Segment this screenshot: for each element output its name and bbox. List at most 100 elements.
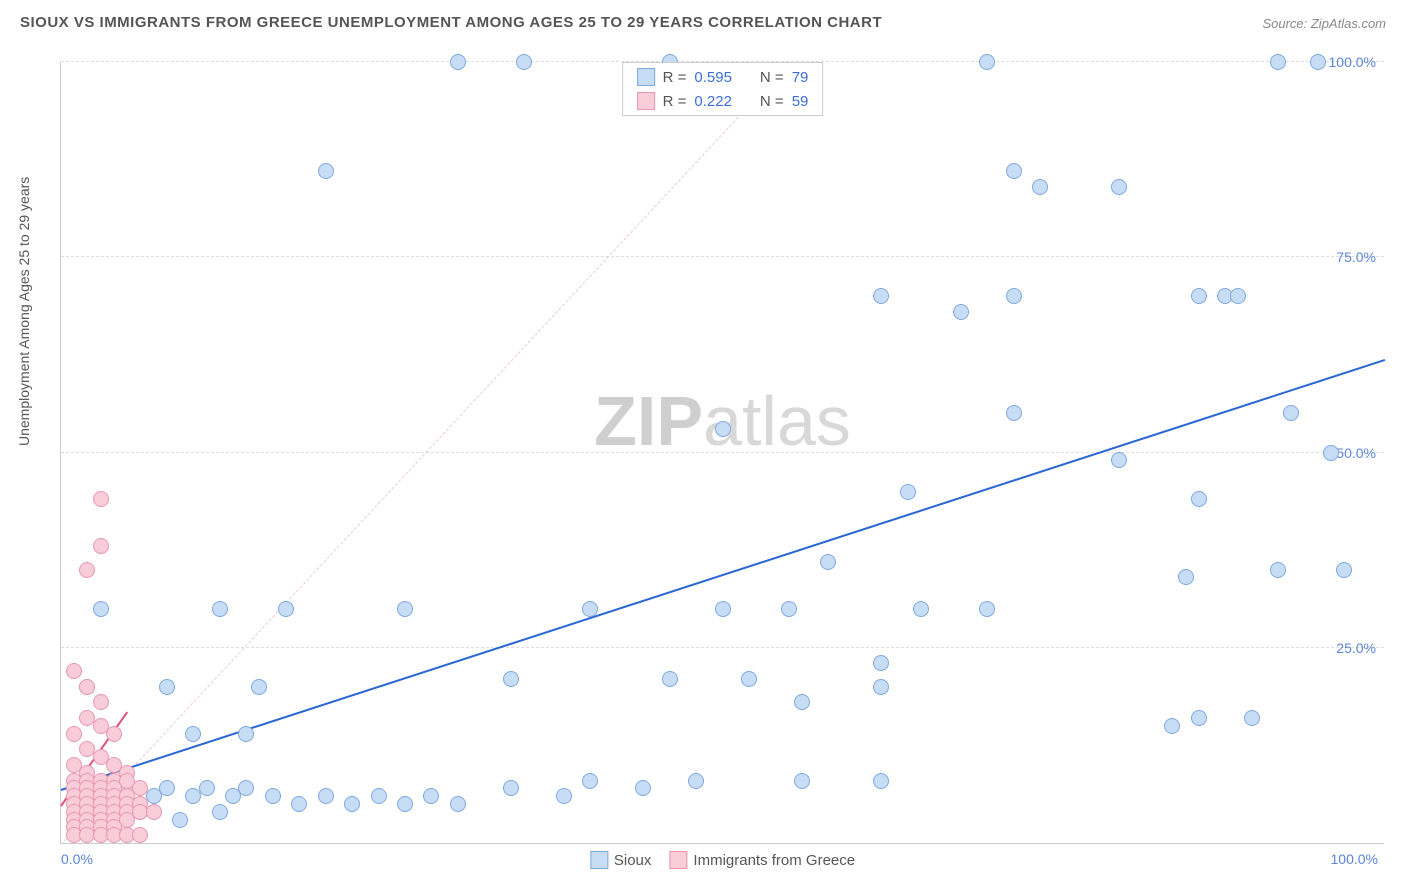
swatch-greece xyxy=(669,851,687,869)
n-label: N = xyxy=(760,93,784,110)
data-point xyxy=(688,773,704,789)
data-point xyxy=(1111,179,1127,195)
correlation-row-sioux: R = 0.595 N = 79 xyxy=(623,65,823,89)
data-point xyxy=(556,788,572,804)
data-point xyxy=(873,679,889,695)
data-point xyxy=(979,54,995,70)
data-point xyxy=(953,304,969,320)
data-point xyxy=(132,827,148,843)
gridline xyxy=(61,647,1384,648)
data-point xyxy=(79,679,95,695)
data-point xyxy=(1164,718,1180,734)
data-point xyxy=(93,491,109,507)
data-point xyxy=(238,780,254,796)
data-point xyxy=(1230,288,1246,304)
data-point xyxy=(582,773,598,789)
reference-line xyxy=(61,62,790,845)
swatch-sioux xyxy=(637,68,655,86)
data-point xyxy=(423,788,439,804)
r-value-sioux: 0.595 xyxy=(694,69,732,86)
data-point xyxy=(1244,710,1260,726)
data-point xyxy=(251,679,267,695)
data-point xyxy=(238,726,254,742)
data-point xyxy=(662,671,678,687)
data-point xyxy=(503,780,519,796)
data-point xyxy=(794,773,810,789)
gridline xyxy=(61,452,1384,453)
data-point xyxy=(146,804,162,820)
data-point xyxy=(913,601,929,617)
y-tick: 75.0% xyxy=(1336,249,1376,265)
y-tick: 100.0% xyxy=(1329,54,1376,70)
y-tick: 25.0% xyxy=(1336,640,1376,656)
n-value-greece: 59 xyxy=(792,93,809,110)
data-point xyxy=(172,812,188,828)
data-point xyxy=(900,484,916,500)
data-point xyxy=(741,671,757,687)
r-value-greece: 0.222 xyxy=(694,93,732,110)
data-point xyxy=(873,655,889,671)
data-point xyxy=(66,663,82,679)
data-point xyxy=(199,780,215,796)
data-point xyxy=(794,694,810,710)
data-point xyxy=(1032,179,1048,195)
y-axis-label: Unemployment Among Ages 25 to 29 years xyxy=(16,177,32,446)
data-point xyxy=(212,601,228,617)
data-point xyxy=(1191,491,1207,507)
data-point xyxy=(1178,569,1194,585)
data-point xyxy=(1270,54,1286,70)
data-point xyxy=(979,601,995,617)
data-point xyxy=(159,780,175,796)
data-point xyxy=(79,562,95,578)
data-point xyxy=(291,796,307,812)
watermark-zip: ZIP xyxy=(594,382,703,460)
data-point xyxy=(635,780,651,796)
data-point xyxy=(278,601,294,617)
data-point xyxy=(212,804,228,820)
swatch-greece xyxy=(637,92,655,110)
swatch-sioux xyxy=(590,851,608,869)
r-label: R = xyxy=(663,93,687,110)
data-point xyxy=(450,796,466,812)
legend-item-greece: Immigrants from Greece xyxy=(669,851,855,869)
data-point xyxy=(371,788,387,804)
correlation-legend: R = 0.595 N = 79 R = 0.222 N = 59 xyxy=(622,62,824,116)
data-point xyxy=(873,773,889,789)
data-point xyxy=(1270,562,1286,578)
data-point xyxy=(106,726,122,742)
data-point xyxy=(450,54,466,70)
y-tick: 50.0% xyxy=(1336,445,1376,461)
x-tick-max: 100.0% xyxy=(1331,851,1378,867)
source-attribution: Source: ZipAtlas.com xyxy=(1262,16,1386,31)
data-point xyxy=(1006,405,1022,421)
n-label: N = xyxy=(760,69,784,86)
legend-label-sioux: Sioux xyxy=(614,852,652,869)
data-point xyxy=(1006,288,1022,304)
gridline xyxy=(61,256,1384,257)
data-point xyxy=(318,788,334,804)
data-point xyxy=(344,796,360,812)
data-point xyxy=(397,796,413,812)
data-point xyxy=(582,601,598,617)
scatter-chart: ZIPatlas R = 0.595 N = 79 R = 0.222 N = … xyxy=(60,62,1384,844)
data-point xyxy=(503,671,519,687)
correlation-row-greece: R = 0.222 N = 59 xyxy=(623,89,823,113)
data-point xyxy=(1310,54,1326,70)
r-label: R = xyxy=(663,69,687,86)
data-point xyxy=(159,679,175,695)
data-point xyxy=(93,538,109,554)
data-point xyxy=(397,601,413,617)
data-point xyxy=(1191,288,1207,304)
data-point xyxy=(265,788,281,804)
data-point xyxy=(781,601,797,617)
data-point xyxy=(1006,163,1022,179)
n-value-sioux: 79 xyxy=(792,69,809,86)
data-point xyxy=(715,601,731,617)
legend-item-sioux: Sioux xyxy=(590,851,652,869)
data-point xyxy=(185,726,201,742)
data-point xyxy=(1323,445,1339,461)
data-point xyxy=(93,694,109,710)
data-point xyxy=(516,54,532,70)
data-point xyxy=(820,554,836,570)
data-point xyxy=(1283,405,1299,421)
